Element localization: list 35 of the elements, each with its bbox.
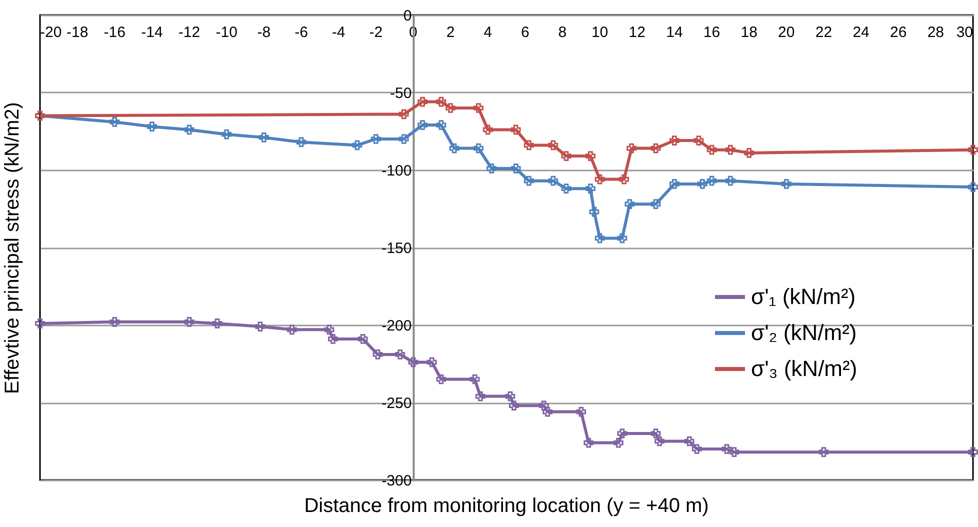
y-tick-label: -50 [390, 85, 412, 102]
x-tick-label: 4 [484, 24, 492, 41]
x-tick-label: 24 [852, 24, 870, 41]
x-tick-label: 18 [740, 24, 758, 41]
x-axis-title: Distance from monitoring location (y = +40 m) [304, 495, 709, 517]
x-tick-label: -6 [294, 24, 308, 41]
y-axis-title: Effevtive principal stress (kN/m2) [2, 102, 24, 394]
legend-label: σ'₃ (kN/m²) [751, 356, 858, 382]
x-tick-label: 6 [520, 24, 530, 41]
legend-label: σ'₁ (kN/m²) [751, 284, 856, 310]
x-tick-label: -20 [40, 24, 62, 41]
y-tick-label: -200 [382, 318, 412, 334]
x-tick-label: 26 [890, 24, 907, 41]
x-tick-label: 2 [446, 24, 455, 41]
x-tick-label: 28 [927, 24, 944, 41]
legend-label: σ'₂ (kN/m²) [751, 320, 857, 346]
x-tick-label: 12 [628, 24, 646, 41]
y-tick-label: -150 [382, 240, 412, 257]
x-tick-label: 8 [558, 24, 567, 41]
x-tick-label: 30 [956, 24, 973, 41]
x-tick-label: -2 [369, 24, 383, 41]
x-tick-label: -10 [216, 24, 238, 41]
x-tick-label: 20 [778, 24, 795, 41]
x-tick-label: 10 [591, 24, 608, 41]
x-tick-label: 22 [815, 24, 832, 41]
y-tick-label: -250 [382, 395, 412, 412]
x-tick-label: -16 [104, 24, 126, 41]
x-tick-label: 16 [703, 24, 720, 41]
x-tick-label: -4 [332, 24, 346, 41]
x-tick-label: -8 [257, 24, 271, 41]
x-tick-label: -14 [141, 24, 163, 41]
x-tick-label: -18 [66, 24, 88, 41]
y-tick-label: -100 [382, 162, 412, 180]
x-tick-label: -12 [178, 24, 200, 41]
x-tick-label: 14 [666, 24, 683, 41]
